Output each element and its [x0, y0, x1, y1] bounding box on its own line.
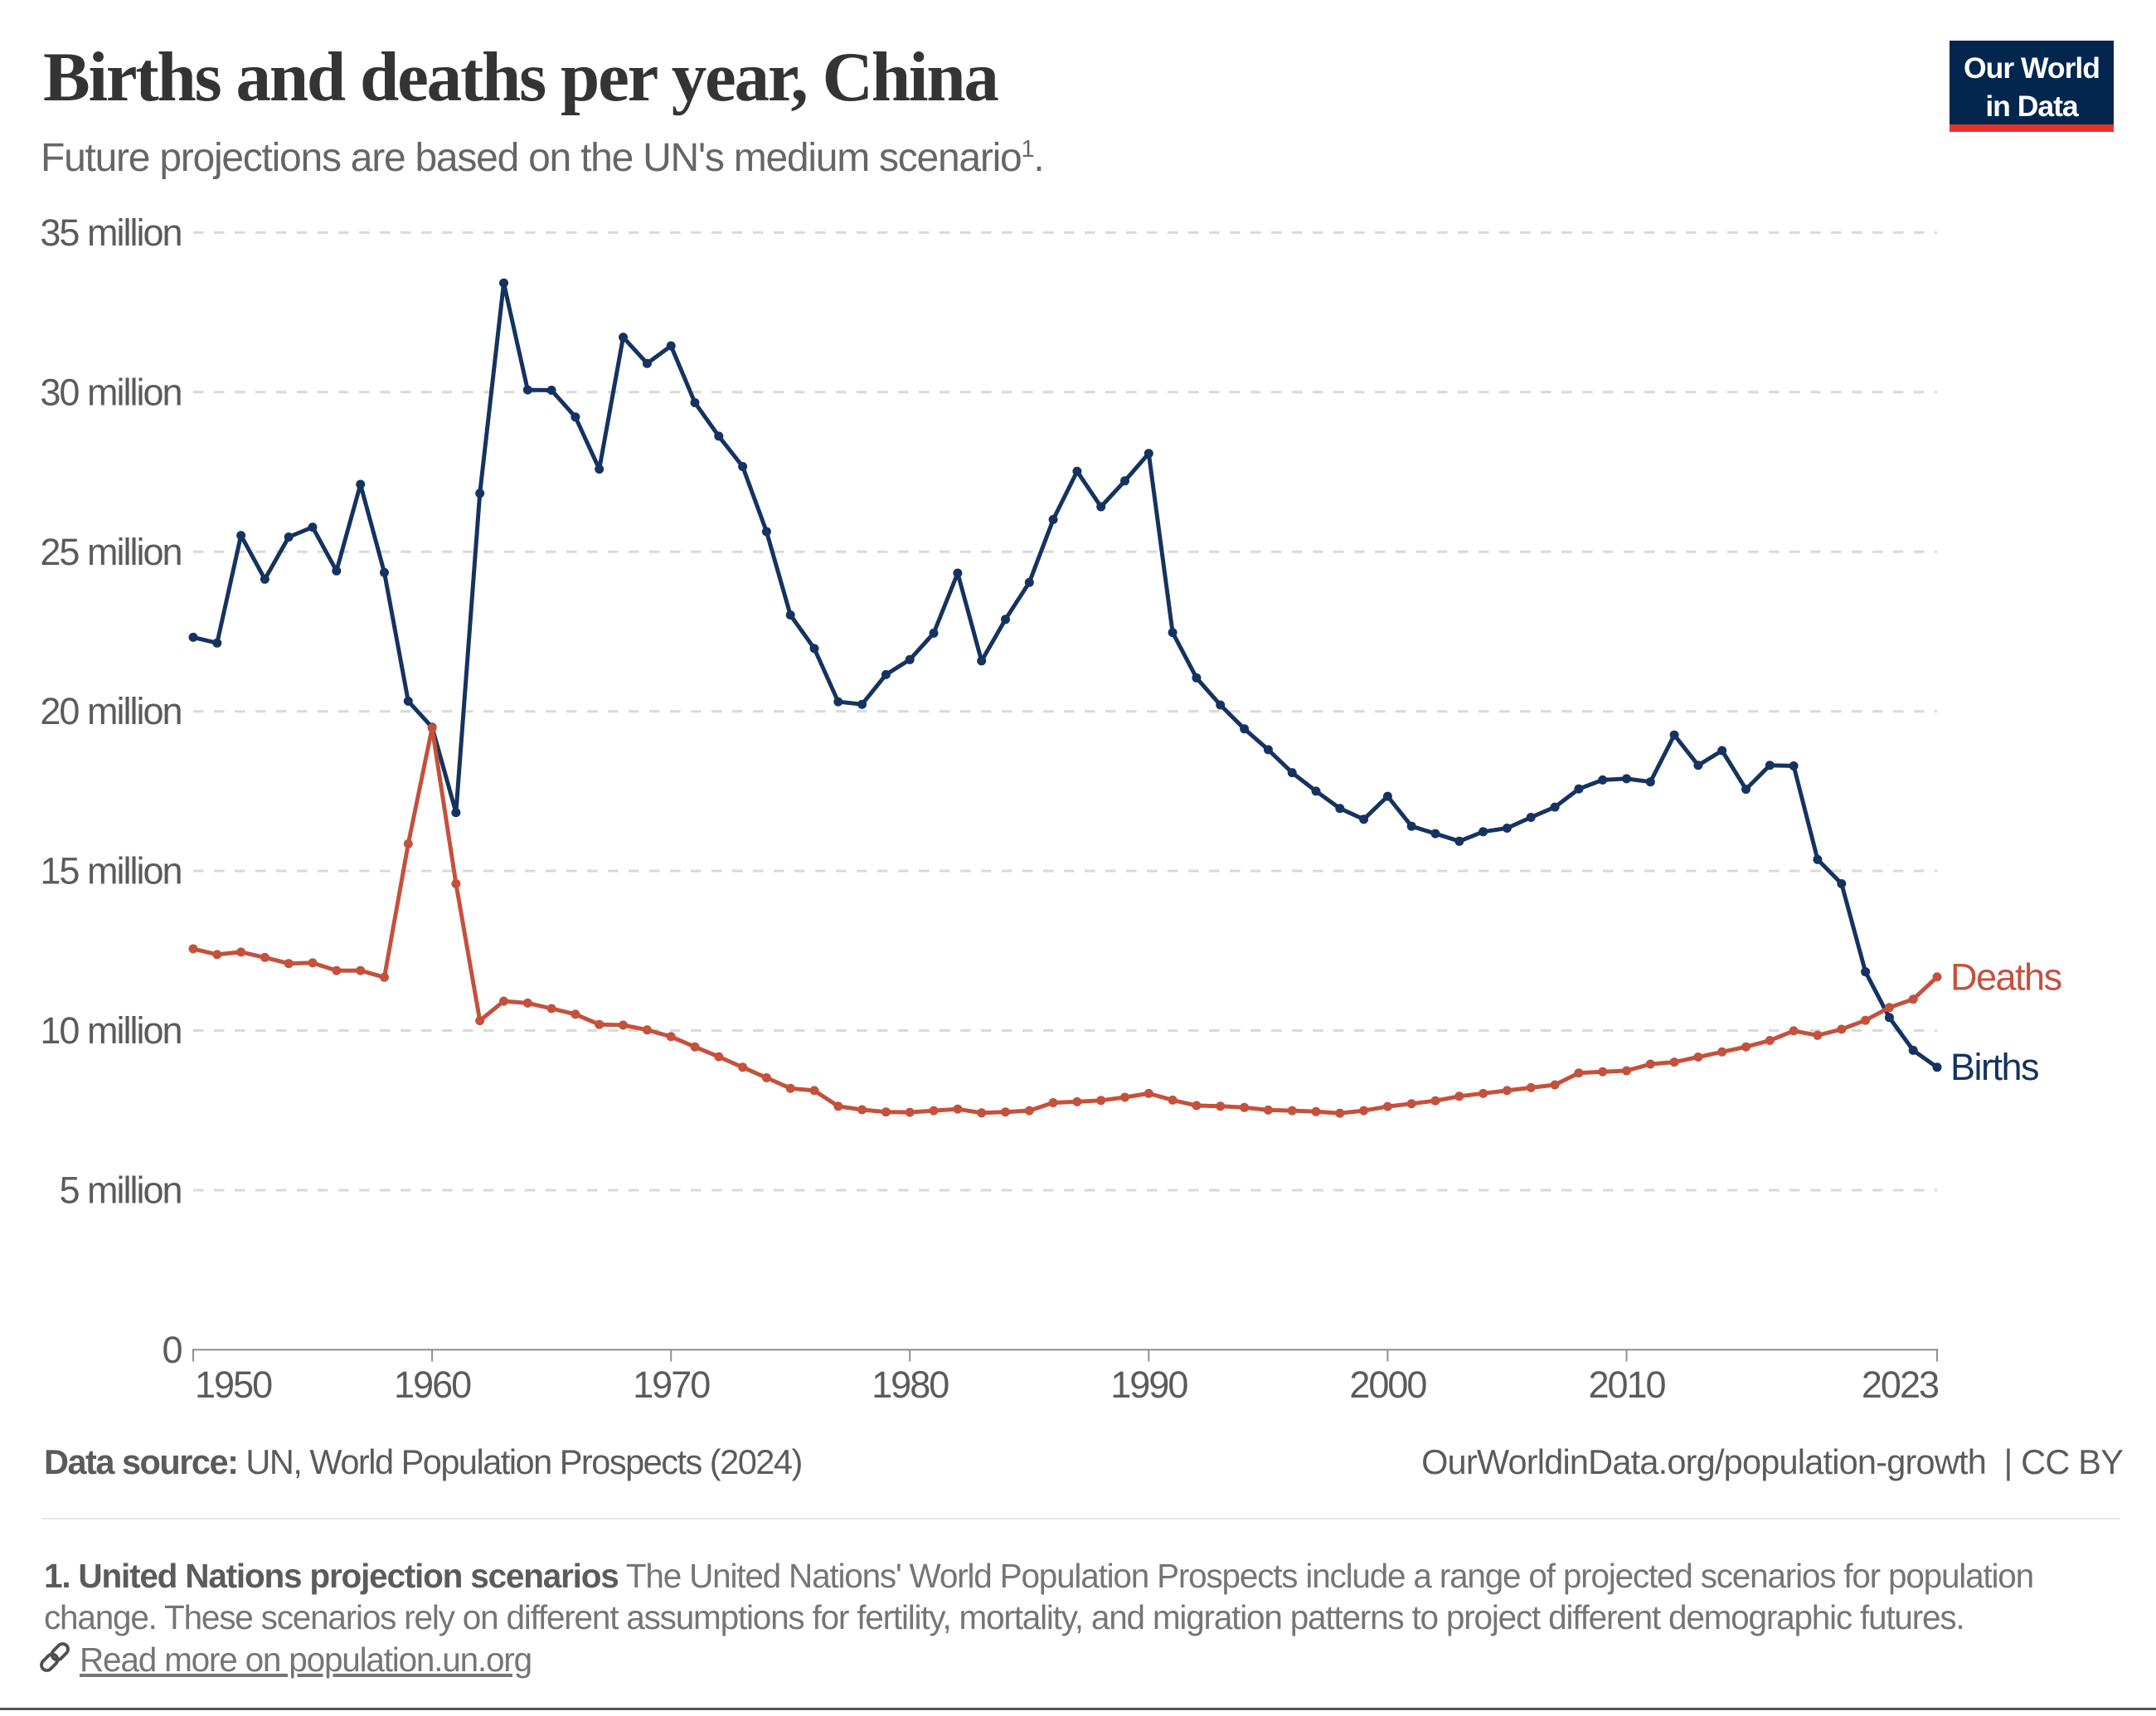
svg-text:25 million: 25 million — [40, 531, 181, 573]
svg-text:2000: 2000 — [1349, 1364, 1426, 1406]
svg-text:2010: 2010 — [1588, 1364, 1665, 1406]
svg-text:10 million: 10 million — [40, 1009, 181, 1052]
svg-text:1950: 1950 — [195, 1364, 272, 1406]
svg-text:35 million: 35 million — [40, 211, 181, 254]
svg-text:1980: 1980 — [872, 1364, 949, 1406]
svg-text:1970: 1970 — [633, 1364, 710, 1406]
svg-text:2023: 2023 — [1862, 1364, 1939, 1406]
svg-text:1960: 1960 — [394, 1364, 471, 1406]
svg-text:0: 0 — [162, 1329, 182, 1371]
svg-text:30 million: 30 million — [40, 371, 181, 413]
svg-text:15 million: 15 million — [40, 850, 181, 892]
svg-text:1990: 1990 — [1110, 1364, 1187, 1406]
svg-text:Deaths: Deaths — [1950, 955, 2061, 998]
svg-text:5 million: 5 million — [59, 1169, 181, 1212]
svg-text:20 million: 20 million — [40, 690, 181, 732]
svg-text:Births: Births — [1950, 1046, 2038, 1088]
